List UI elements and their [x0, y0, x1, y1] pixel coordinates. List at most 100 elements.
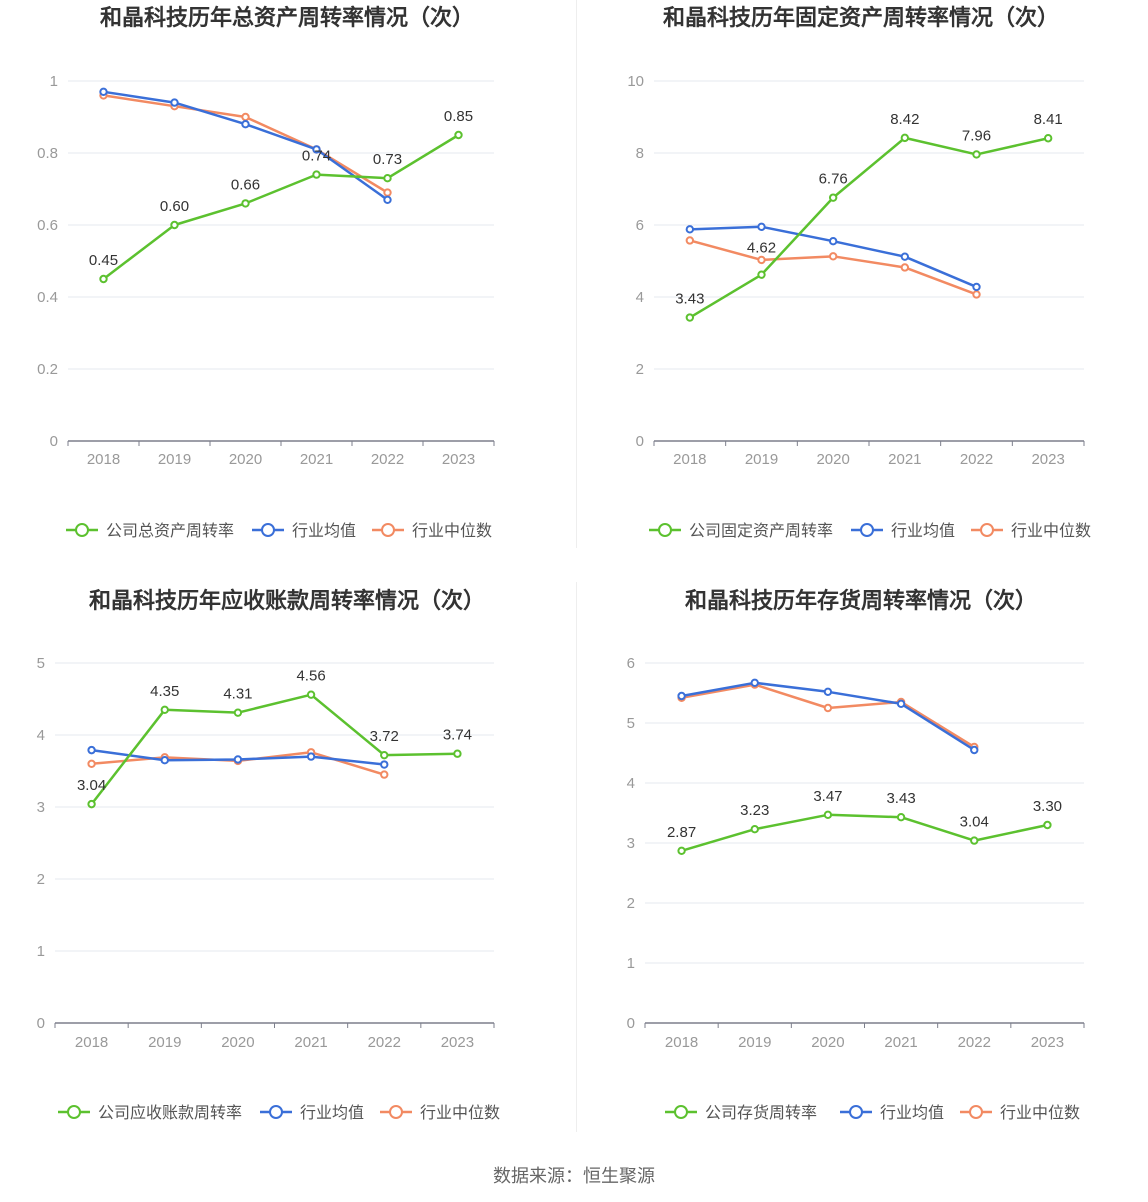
- legend-label-industry-median: 行业中位数: [1011, 522, 1091, 540]
- data-point-company: [757, 270, 766, 279]
- x-tick-label: 2021: [300, 451, 333, 468]
- y-tick-label: 3: [37, 799, 45, 816]
- y-tick-label: 4: [37, 727, 45, 744]
- data-point-industry-avg: [312, 145, 321, 154]
- y-tick-label: 0: [50, 433, 58, 450]
- data-point-industry-median: [383, 188, 392, 197]
- legend-label-industry-median: 行业中位数: [412, 522, 492, 540]
- data-point-company: [241, 199, 250, 208]
- data-point-industry-median: [757, 255, 766, 265]
- data-point-industry-avg: [757, 222, 766, 232]
- y-tick-label: 1: [50, 73, 58, 90]
- legend-label-industry-avg: 行业均值: [880, 1104, 944, 1122]
- legend-marker-company: [674, 1105, 688, 1119]
- data-label: 0.45: [89, 252, 118, 269]
- data-point-company: [87, 799, 96, 809]
- data-point-company: [823, 810, 833, 820]
- y-tick-label: 0.4: [37, 289, 58, 306]
- chart-total-assets-turnover: 和晶科技历年总资产周转率情况（次） 0 0.2 0.4 0.6 0.8 1 2018 2019 2…: [37, 5, 495, 540]
- x-tick-label: 2022: [368, 1034, 401, 1051]
- data-point-company: [896, 813, 906, 822]
- x-tick-label: 2019: [745, 451, 778, 468]
- data-point-industry-median: [828, 252, 838, 261]
- x-tick-label: 2022: [371, 451, 404, 468]
- x-tick-label: 2021: [294, 1034, 327, 1051]
- chart-title: 和晶科技历年应收账款周转率情况（次）: [89, 588, 485, 613]
- data-label: 3.04: [77, 777, 106, 794]
- data-point-company: [677, 846, 686, 855]
- data-point-industry-avg: [750, 678, 759, 688]
- x-tick-label: 2018: [673, 451, 706, 468]
- data-point-industry-avg: [306, 752, 316, 761]
- legend-marker-industry-avg: [261, 523, 275, 537]
- data-point-company: [380, 750, 389, 760]
- x-tick-label: 2020: [811, 1034, 844, 1051]
- data-point-company: [972, 150, 981, 159]
- data-label: 8.41: [1034, 111, 1063, 128]
- data-point-industry-median: [900, 263, 910, 272]
- data-label: 2.87: [667, 824, 696, 841]
- chart-panel-inventory: 和晶科技历年存货周转率情况（次） 0 1 2 3 4 5 6 2018 2019 2020 2021 2…: [574, 580, 1148, 1160]
- legend-marker-industry-avg: [860, 523, 874, 537]
- x-tick-label: 2019: [158, 451, 191, 468]
- y-tick-label: 2: [627, 895, 635, 912]
- data-point-company: [170, 220, 179, 230]
- legend-marker-company: [658, 523, 672, 537]
- series-line-company: [681, 813, 1048, 852]
- data-point-company: [99, 274, 108, 284]
- x-tick-label: 2022: [958, 1034, 991, 1051]
- series-line-company: [689, 136, 1049, 319]
- x-tick-label: 2020: [221, 1034, 254, 1051]
- legend-marker-industry-median: [969, 1105, 983, 1119]
- legend-label-industry-median: 行业中位数: [1000, 1104, 1080, 1122]
- legend-label-company: 公司存货周转率: [705, 1104, 817, 1122]
- data-point-industry-avg: [170, 98, 179, 107]
- data-point-company: [970, 836, 979, 845]
- legend-label-industry-avg: 行业均值: [292, 522, 356, 540]
- x-tick-label: 2018: [87, 451, 120, 468]
- vertical-divider-bottom: [576, 582, 577, 1132]
- data-point-industry-median: [87, 759, 96, 769]
- vertical-divider-top: [576, 0, 577, 548]
- data-point-industry-avg: [970, 745, 979, 755]
- legend-label-industry-median: 行业中位数: [420, 1104, 500, 1122]
- chart-title: 和晶科技历年固定资产周转率情况（次）: [663, 5, 1059, 30]
- x-tick-label: 2023: [441, 1034, 474, 1051]
- data-point-company: [306, 690, 316, 699]
- y-tick-label: 0: [636, 433, 644, 450]
- x-tick-label: 2018: [75, 1034, 108, 1051]
- data-label: 3.43: [886, 790, 915, 807]
- data-point-company: [685, 313, 695, 322]
- data-point-industry-median: [972, 290, 981, 299]
- legend-label-company: 公司固定资产周转率: [689, 522, 833, 540]
- chart-fixed-assets-turnover: 和晶科技历年固定资产周转率情况（次） 0 2 4 6 8 10 2018 2019 2020 202…: [627, 5, 1091, 540]
- data-point-industry-avg: [972, 282, 981, 292]
- y-tick-label: 0.2: [37, 361, 58, 378]
- legend-marker-industry-median: [980, 523, 994, 537]
- x-tick-label: 2018: [665, 1034, 698, 1051]
- data-point-company: [900, 133, 910, 143]
- data-point-industry-avg: [160, 756, 169, 765]
- y-tick-label: 2: [636, 361, 644, 378]
- data-point-company: [383, 174, 392, 183]
- y-tick-label: 6: [627, 655, 635, 672]
- legend-label-industry-avg: 行业均值: [300, 1104, 364, 1122]
- y-tick-label: 4: [627, 775, 635, 792]
- data-point-industry-avg: [828, 237, 838, 246]
- data-point-industry-avg: [233, 755, 243, 764]
- x-tick-label: 2023: [1031, 451, 1064, 468]
- data-point-company: [233, 708, 243, 717]
- y-tick-label: 10: [627, 73, 644, 90]
- data-point-industry-avg: [99, 87, 108, 97]
- data-label: 4.62: [747, 240, 776, 257]
- data-label: 4.35: [150, 683, 179, 700]
- y-tick-label: 0: [627, 1015, 635, 1032]
- data-label: 6.76: [819, 171, 848, 188]
- x-tick-label: 2023: [1031, 1034, 1064, 1051]
- data-point-industry-avg: [241, 120, 250, 129]
- chart-title: 和晶科技历年总资产周转率情况（次）: [100, 5, 474, 30]
- chart-title: 和晶科技历年存货周转率情况（次）: [685, 588, 1037, 613]
- x-tick-label: 2020: [816, 451, 849, 468]
- data-label: 3.74: [443, 727, 472, 744]
- y-tick-label: 6: [636, 217, 644, 234]
